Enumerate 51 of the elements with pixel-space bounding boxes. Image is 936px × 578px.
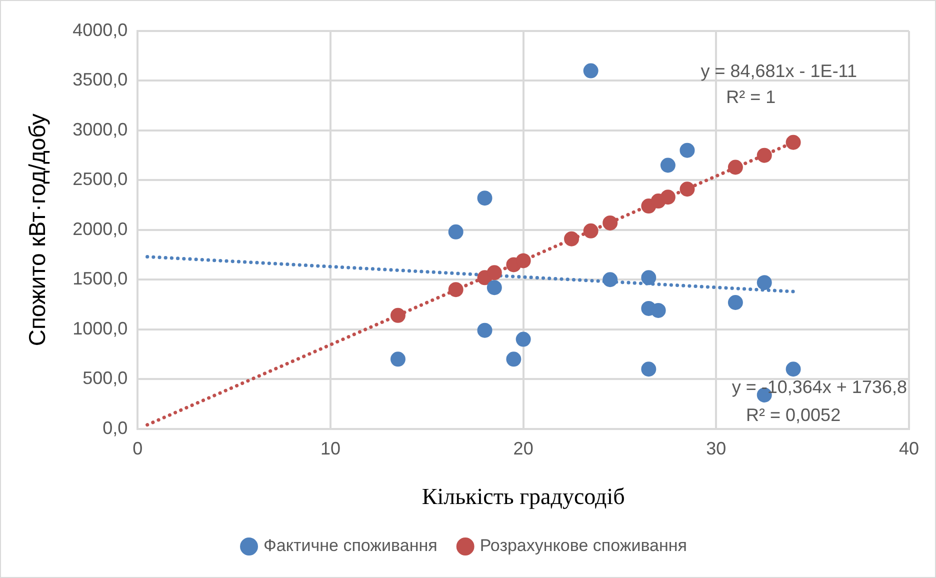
y-tick-label: 1500,0 [72,268,128,289]
point [728,160,743,175]
point [641,362,656,377]
point [477,322,492,338]
annotation: R² = 0,0052 [746,404,841,425]
y-axis-title: Спожито кВт·год/добу [24,113,50,346]
y-tick-label: 3500,0 [72,70,128,90]
point [506,352,522,367]
x-axis-title: Кількість градусодіб [422,484,625,510]
point [477,190,492,206]
y-tick-label: 0,0 [102,418,128,438]
y-tick-label: 3000,0 [72,119,128,140]
point [564,231,580,246]
point [680,142,695,158]
annotation: y = -10,364x + 1736,8 [732,376,907,397]
point [486,280,502,296]
x-tick-label: 0 [132,438,143,459]
x-tick-label: 40 [898,438,920,459]
point [660,190,676,205]
legend-label: Розрахункове споживання [480,536,688,556]
point [786,134,801,150]
x-tick-label: 20 [513,438,534,459]
annotation: y = 84,681x - 1E-11 [700,61,857,81]
point [602,272,618,288]
point [756,148,772,163]
point [448,282,464,298]
point [650,302,666,318]
point [602,215,618,230]
point [756,275,772,290]
point [516,253,531,268]
y-tick-label: 2000,0 [72,218,128,239]
point [786,362,801,377]
point [680,182,695,197]
x-tick-label: 10 [320,438,341,459]
y-tick-label: 500,0 [82,368,128,388]
point [583,63,598,78]
legend-label: Фактичне споживання [264,536,438,556]
x-tick-label: 30 [706,438,726,459]
point [641,270,656,286]
y-tick-label: 4000,0 [72,20,128,40]
y-tick-label: 2500,0 [72,169,128,190]
point [390,308,406,323]
point [728,295,743,310]
point [660,158,676,173]
y-tick-label: 1000,0 [72,318,128,338]
point [390,352,406,367]
point [448,224,464,240]
point [583,223,598,238]
point [516,332,531,347]
point [486,265,502,280]
annotation: R² = 1 [726,87,776,107]
